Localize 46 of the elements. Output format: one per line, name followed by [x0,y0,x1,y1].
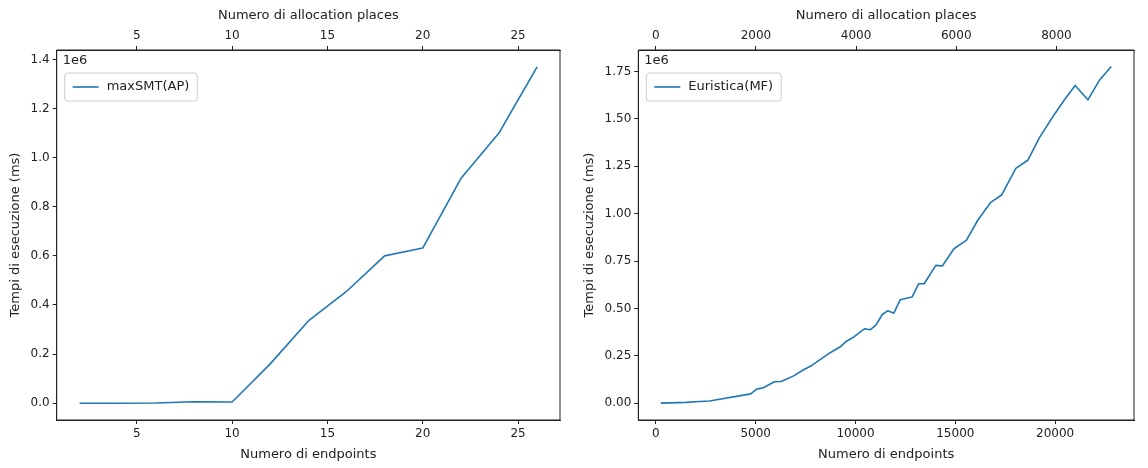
y-tick-label: 0.00 [604,395,632,410]
x-tick-label: 0 [652,426,660,441]
annotation: 1e6 [62,51,88,67]
x2-tick-label: 20 [415,27,431,42]
y-tick-label: 0.0 [30,395,50,410]
y-tick-label: 0.75 [604,253,632,268]
y-tick-label: 1.2 [30,100,50,115]
annotation: 1e6 [644,51,669,67]
x2-tick-label: 10 [224,27,240,42]
x2-tick-label: 8000 [1041,27,1072,42]
y-tick-label: 1.4 [30,51,50,66]
x-tick-label: 5 [132,426,141,441]
x-axis-title: Numero di endpoints [240,445,377,461]
x-tick-label: 25 [510,426,526,441]
x-tick-label: 10 [224,426,240,441]
legend-label: Euristica(MF) [688,78,774,94]
x-tick-label: 15000 [936,426,975,441]
y-tick-label: 0.6 [30,247,50,262]
y-tick-label: 1.0 [30,149,50,164]
y-axis-title: Tempi di esecuzione (ms) [581,152,597,319]
x2-axis-title: Numero di allocation places [795,7,977,23]
x-tick-label: 5000 [740,426,771,441]
y-tick-label: 0.25 [604,347,632,362]
x2-tick-label: 4000 [840,27,872,42]
y-axis-title: Tempi di esecuzione (ms) [7,152,23,319]
y-tick-label: 1.00 [604,205,632,220]
x2-axis-title: Numero di allocation places [217,7,399,23]
y-tick-label: 0.8 [30,198,50,213]
x2-tick-label: 5 [132,27,141,42]
x2-tick-label: 0 [652,27,660,42]
y-tick-label: 0.4 [30,297,50,312]
x2-tick-label: 15 [319,27,336,42]
y-tick-label: 0.2 [30,346,50,361]
x2-tick-label: 25 [510,27,526,42]
x2-tick-label: 2000 [740,27,772,42]
y-tick-label: 0.50 [604,300,632,315]
y-tick-label: 1.75 [604,63,632,78]
x-tick-label: 10000 [836,426,875,441]
y-tick-label: 1.25 [604,158,632,173]
x2-tick-label: 6000 [940,27,972,42]
legend-label: maxSMT(AP) [106,78,190,94]
x-tick-label: 20 [415,426,431,441]
x-tick-label: 20000 [1036,426,1075,441]
x-axis-title: Numero di endpoints [818,445,955,461]
y-tick-label: 1.50 [604,111,632,126]
x-tick-label: 15 [319,426,336,441]
